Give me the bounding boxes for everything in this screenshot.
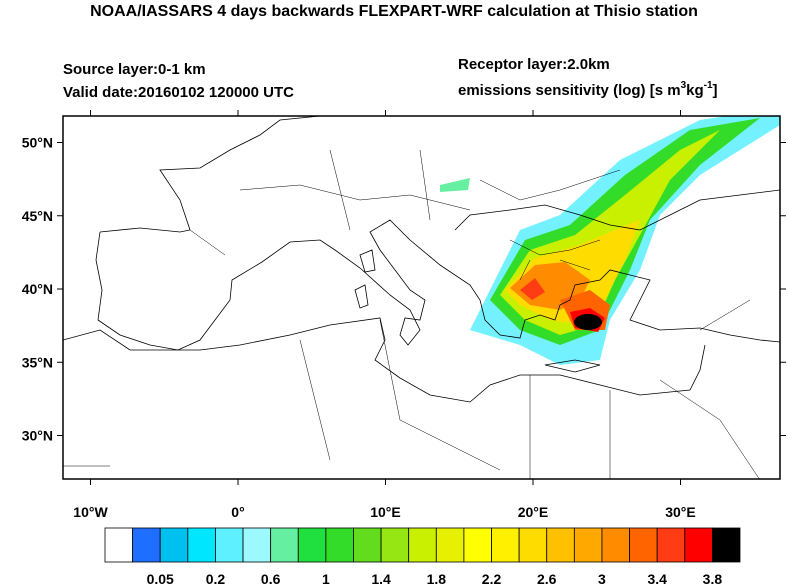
colorbar-label: 1.4: [371, 571, 391, 585]
colorbar-box: [573, 527, 603, 563]
valid-date: Valid date:20160102 120000 UTC: [63, 84, 294, 101]
plume: [440, 116, 780, 365]
lat-tick-label: 40°N: [22, 281, 53, 297]
colorbar-box: [463, 527, 492, 563]
colorbar-box: [325, 527, 354, 563]
colorbar-label: 2.2: [482, 571, 502, 585]
lon-tick-label: 10°E: [370, 504, 401, 520]
units: emissions sensitivity (log) [s m3kg-1]: [458, 80, 718, 99]
colorbar-box: [491, 527, 520, 563]
colorbar: 0.05 0.2 0.6 1 1.4 1.8 2.2 2.6 3 3.4 3.8: [104, 527, 741, 585]
colorbar-label: 1: [322, 571, 330, 585]
colorbar-label: 1.8: [427, 571, 447, 585]
colorbar-box: [518, 527, 548, 563]
colorbar-label: 0.2: [206, 571, 226, 585]
colorbar-label: 3: [598, 571, 606, 585]
colorbar-box: [435, 527, 465, 563]
colorbar-box: [270, 527, 299, 563]
colorbar-box: [132, 527, 161, 563]
title: NOAA/IASSARS 4 days backwards FLEXPART-W…: [90, 3, 698, 20]
units-text: kg: [686, 82, 704, 99]
colorbar-box: [380, 527, 410, 563]
colorbar-box: [242, 527, 272, 563]
colorbar-box: [159, 527, 189, 563]
colorbar-box: [408, 527, 437, 563]
lon-tick-label: 20°E: [518, 504, 549, 520]
colorbar-box: [684, 527, 713, 563]
lon-tick-label: 10°W: [73, 504, 108, 520]
colorbar-box: [353, 527, 382, 563]
map-frame: [62, 115, 781, 480]
colorbar-label: 3.8: [703, 571, 723, 585]
colorbar-box: [215, 527, 244, 563]
units-sup: -1: [704, 80, 713, 91]
colorbar-box: [601, 527, 630, 563]
units-text: ]: [713, 82, 718, 99]
units-text: emissions sensitivity (log) [s m: [458, 82, 681, 99]
lon-tick-label: 0°: [231, 504, 244, 520]
lat-tick-label: 30°N: [22, 428, 53, 444]
colorbar-label: 0.6: [261, 571, 281, 585]
colorbar-label: 2.6: [537, 571, 557, 585]
colorbar-box: [187, 527, 216, 563]
colorbar-box: [711, 527, 741, 563]
source-layer: Source layer:0-1 km: [63, 61, 206, 78]
colorbar-box: [629, 527, 658, 563]
colorbar-box: [546, 527, 575, 563]
receptor-layer: Receptor layer:2.0km: [458, 56, 610, 73]
lat-tick-label: 45°N: [22, 208, 53, 224]
colorbar-label: 0.05: [147, 571, 174, 585]
colorbar-label: 3.4: [647, 571, 667, 585]
lon-tick-label: 30°E: [665, 504, 696, 520]
lat-tick-label: 35°N: [22, 354, 53, 370]
map-area: [63, 116, 780, 479]
colorbar-box: [656, 527, 686, 563]
units-sup: 3: [681, 80, 687, 91]
colorbar-box: [297, 527, 327, 563]
colorbar-box: [104, 527, 134, 563]
lat-tick-label: 50°N: [22, 135, 53, 151]
